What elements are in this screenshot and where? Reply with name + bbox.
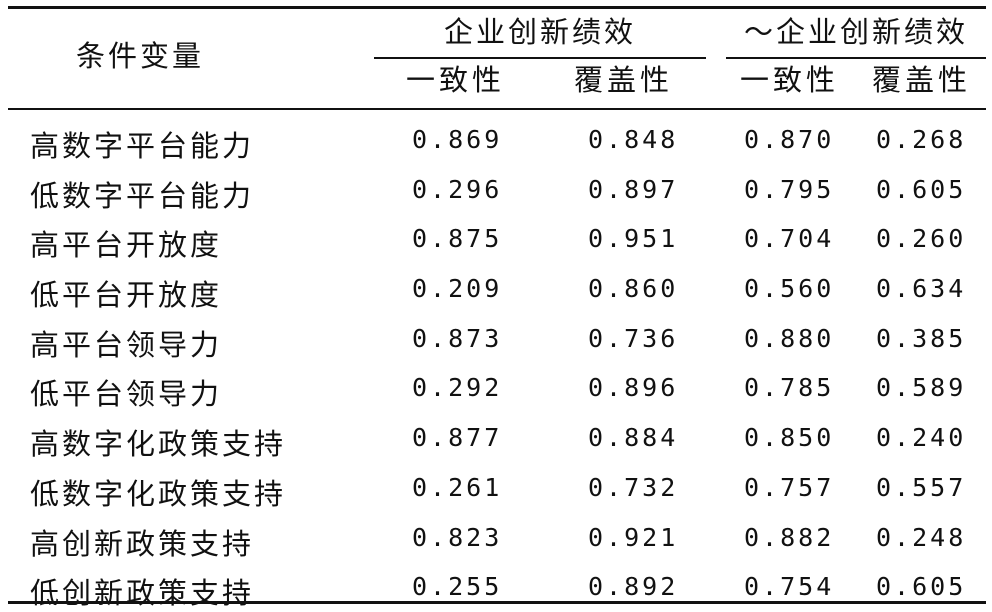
cell-coverage-2: 0.248: [876, 522, 967, 552]
cell-consistency-1: 0.209: [412, 274, 503, 304]
cell-coverage-1: 0.736: [588, 323, 679, 353]
row-label: 低创新政策支持: [30, 576, 255, 611]
cell-coverage-2: 0.268: [876, 125, 967, 154]
row-label: 低平台领导力: [30, 377, 223, 412]
cell-consistency-2: 0.754: [744, 572, 835, 602]
cell-coverage-2: 0.260: [876, 224, 967, 254]
cell-consistency-1: 0.255: [412, 572, 503, 602]
cell-coverage-2: 0.240: [876, 423, 967, 453]
cell-coverage-1: 0.896: [588, 373, 679, 403]
cell-consistency-1: 0.292: [412, 373, 503, 403]
row-label: 低平台开放度: [30, 278, 223, 313]
header-coverage-2: 覆盖性: [872, 63, 972, 97]
cell-consistency-2: 0.704: [744, 224, 835, 254]
row-label: 低数字平台能力: [30, 178, 255, 213]
cell-coverage-2: 0.634: [876, 274, 967, 304]
row-label: 高平台领导力: [30, 327, 223, 362]
cell-coverage-1: 0.884: [588, 423, 679, 453]
cell-coverage-1: 0.897: [588, 174, 679, 204]
cell-coverage-2: 0.385: [876, 323, 967, 353]
table-row: 低数字平台能力 0.296 0.897 0.795 0.605: [8, 164, 986, 214]
cell-consistency-1: 0.296: [412, 174, 503, 204]
group1-underline: [374, 57, 706, 59]
cell-consistency-1: 0.261: [412, 472, 503, 502]
top-rule: [8, 6, 986, 9]
header-consistency-1: 一致性: [406, 63, 506, 97]
cell-coverage-1: 0.860: [588, 274, 679, 304]
table-row: 低平台开放度 0.209 0.860 0.560 0.634: [8, 263, 986, 313]
cell-coverage-1: 0.921: [588, 522, 679, 552]
row-label: 高数字化政策支持: [30, 427, 287, 462]
cell-consistency-2: 0.560: [744, 274, 835, 304]
header-coverage-1: 覆盖性: [574, 63, 674, 97]
table-row: 高数字平台能力 0.869 0.848 0.870 0.268: [8, 114, 986, 164]
table-row: 高创新政策支持 0.823 0.921 0.882 0.248: [8, 512, 986, 562]
header-group-innovation-performance: 企业创新绩效: [443, 15, 636, 49]
cell-consistency-2: 0.785: [744, 373, 835, 403]
table-row: 低平台领导力 0.292 0.896 0.785 0.589: [8, 362, 986, 412]
row-label: 高创新政策支持: [30, 526, 255, 561]
condition-variable-table: 条件变量 企业创新绩效 ～企业创新绩效 一致性 覆盖性 一致性 覆盖性 高数字平…: [8, 6, 986, 610]
cell-consistency-2: 0.880: [744, 323, 835, 353]
cell-consistency-2: 0.850: [744, 423, 835, 453]
header-consistency-2: 一致性: [740, 63, 840, 97]
header-group-not-innovation-performance: ～企业创新绩效: [743, 15, 968, 49]
cell-consistency-1: 0.877: [412, 423, 503, 453]
cell-coverage-2: 0.557: [876, 472, 967, 502]
cell-consistency-2: 0.870: [744, 125, 835, 154]
cell-consistency-1: 0.869: [412, 125, 503, 154]
group2-underline: [726, 57, 986, 59]
cell-consistency-2: 0.795: [744, 174, 835, 204]
row-label: 高数字平台能力: [30, 129, 255, 163]
cell-coverage-1: 0.951: [588, 224, 679, 254]
table-row: 低创新政策支持 0.255 0.892 0.754 0.605: [8, 561, 986, 611]
cell-coverage-2: 0.589: [876, 373, 967, 403]
row-label: 低数字化政策支持: [30, 476, 287, 511]
table-row: 高平台开放度 0.875 0.951 0.704 0.260: [8, 213, 986, 263]
table-row: 高平台领导力 0.873 0.736 0.880 0.385: [8, 313, 986, 363]
header-rule: [8, 108, 986, 110]
table-row: 高数字化政策支持 0.877 0.884 0.850 0.240: [8, 412, 986, 462]
cell-consistency-2: 0.757: [744, 472, 835, 502]
bottom-rule: [8, 601, 986, 604]
cell-consistency-1: 0.875: [412, 224, 503, 254]
cell-consistency-1: 0.823: [412, 522, 503, 552]
cell-consistency-2: 0.882: [744, 522, 835, 552]
cell-coverage-2: 0.605: [876, 174, 967, 204]
cell-coverage-2: 0.605: [876, 572, 967, 602]
cell-coverage-1: 0.848: [588, 125, 679, 154]
cell-consistency-1: 0.873: [412, 323, 503, 353]
table-row: 低数字化政策支持 0.261 0.732 0.757 0.557: [8, 462, 986, 512]
header-condition-variable: 条件变量: [76, 39, 205, 73]
row-label: 高平台开放度: [30, 228, 223, 263]
table-body: 高数字平台能力 0.869 0.848 0.870 0.268 低数字平台能力 …: [8, 114, 986, 611]
cell-coverage-1: 0.732: [588, 472, 679, 502]
cell-coverage-1: 0.892: [588, 572, 679, 602]
